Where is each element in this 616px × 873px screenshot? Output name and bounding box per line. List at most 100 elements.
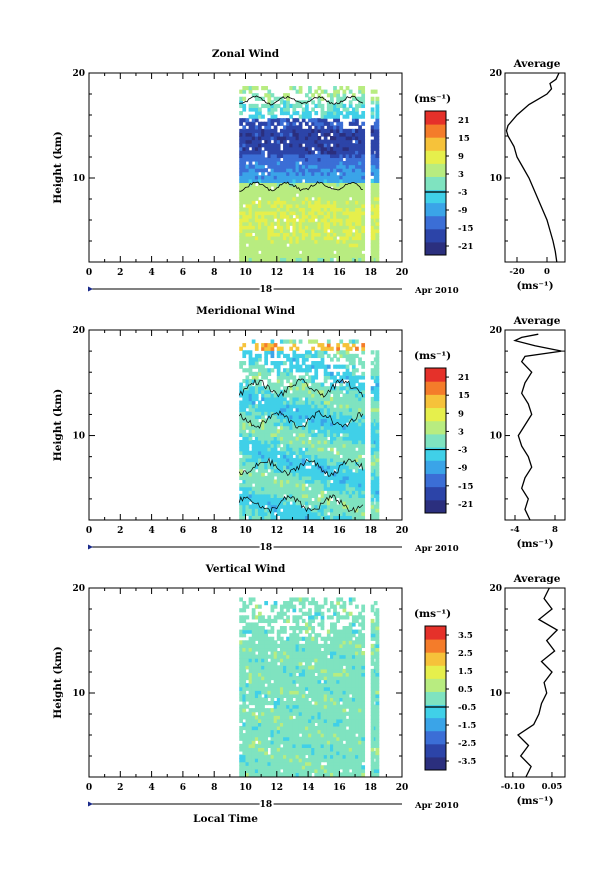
month-label: Apr 2010	[414, 544, 459, 554]
heatmap-cell	[273, 715, 278, 720]
heatmap-cell	[314, 339, 319, 344]
heatmap-cell	[267, 150, 272, 155]
heatmap-cell	[295, 361, 300, 366]
colorbar-segment	[425, 241, 446, 256]
heatmap-cell	[264, 718, 269, 723]
heatmap-cell	[258, 501, 262, 506]
heatmap-cell	[345, 171, 350, 176]
heatmap-cell	[301, 683, 306, 688]
heatmap-cell	[317, 178, 322, 184]
heatmap-cell	[254, 511, 259, 516]
heatmap-cell	[342, 493, 347, 499]
heatmap-cell	[289, 436, 294, 441]
heatmap-cell	[348, 493, 353, 499]
heatmap-cell	[251, 193, 256, 198]
heatmap-cell	[270, 189, 275, 194]
heatmap-cell	[295, 189, 300, 194]
heatmap-cell	[295, 353, 300, 359]
heatmap-cell	[295, 750, 300, 756]
heatmap-cell	[304, 357, 309, 362]
heatmap-cell	[239, 432, 243, 437]
heatmap-cell	[323, 150, 328, 155]
heatmap-cell	[304, 132, 309, 137]
heatmap-cell	[245, 465, 250, 470]
heatmap-cell	[314, 407, 319, 412]
heatmap-cell	[317, 103, 322, 109]
heatmap-cell	[370, 114, 375, 119]
heatmap-cell	[330, 239, 334, 244]
heatmap-cell	[298, 457, 303, 463]
heatmap-cell	[258, 686, 262, 691]
heatmap-cell	[333, 164, 337, 169]
heatmap-cell	[336, 493, 340, 499]
heatmap-cell	[308, 111, 312, 116]
heatmap-cell	[298, 765, 303, 770]
heatmap-cell	[330, 235, 334, 241]
heatmap-cell	[248, 708, 253, 713]
heatmap-cell	[264, 185, 269, 191]
heatmap-cell	[286, 711, 290, 716]
heatmap-cell	[320, 157, 325, 162]
heatmap-cell	[254, 722, 259, 727]
heatmap-cell	[323, 400, 328, 405]
heatmap-cell	[292, 658, 297, 663]
heatmap-cell	[333, 475, 337, 481]
heatmap-cell	[373, 89, 378, 94]
heatmap-cell	[345, 439, 350, 445]
heatmap-cell	[273, 114, 278, 119]
heatmap-cell	[261, 711, 265, 716]
heatmap-cell	[270, 407, 275, 412]
heatmap-cell	[276, 504, 281, 509]
heatmap-cell	[375, 368, 380, 373]
heatmap-cell	[286, 414, 290, 420]
heatmap-cell	[326, 185, 331, 191]
heatmap-cell	[264, 490, 269, 495]
heatmap-cell	[358, 253, 362, 258]
heatmap-cell	[248, 368, 253, 373]
heatmap-cell	[248, 690, 253, 695]
heatmap-cell	[245, 139, 250, 144]
heatmap-cell	[248, 718, 253, 723]
heatmap-cell	[264, 750, 269, 756]
heatmap-cell	[308, 704, 312, 709]
heatmap-cell	[270, 396, 275, 402]
heatmap-cell	[326, 429, 331, 434]
heatmap-cell	[292, 740, 297, 745]
heatmap-cell	[301, 400, 306, 405]
heatmap-cell	[270, 483, 275, 488]
heatmap-cell	[342, 364, 347, 369]
heatmap-cell	[261, 743, 265, 748]
heatmap-cell	[276, 679, 281, 684]
heatmap-cell	[339, 490, 344, 495]
heatmap-cell	[314, 361, 319, 366]
heatmap-cell	[258, 740, 262, 745]
heatmap-cell	[361, 243, 366, 248]
heatmap-cell	[239, 511, 243, 516]
heatmap-cell	[270, 447, 275, 452]
heatmap-cell	[370, 454, 375, 459]
heatmap-cell	[336, 118, 340, 123]
heatmap-cell	[320, 432, 325, 437]
heatmap-cell	[270, 353, 275, 359]
heatmap-cell	[251, 497, 256, 502]
heatmap-cell	[314, 193, 319, 198]
heatmap-cell	[345, 107, 350, 112]
heatmap-cell	[308, 414, 312, 420]
heatmap-cell	[261, 193, 265, 198]
colorbar-segment	[425, 124, 446, 138]
heatmap-cell	[254, 164, 259, 169]
heatmap-cell	[292, 210, 297, 216]
heatmap-cell	[261, 629, 265, 634]
heatmap-cell	[355, 243, 359, 248]
heatmap-cell	[304, 225, 309, 230]
heatmap-cell	[267, 497, 272, 502]
heatmap-cell	[375, 371, 380, 376]
heatmap-cell	[301, 253, 306, 258]
heatmap-cell	[286, 182, 290, 187]
heatmap-cell	[258, 382, 262, 387]
heatmap-cell	[314, 493, 319, 499]
heatmap-cell	[258, 218, 262, 223]
heatmap-cell	[251, 364, 256, 369]
heatmap-cell	[245, 210, 250, 216]
heatmap-cell	[273, 107, 278, 112]
